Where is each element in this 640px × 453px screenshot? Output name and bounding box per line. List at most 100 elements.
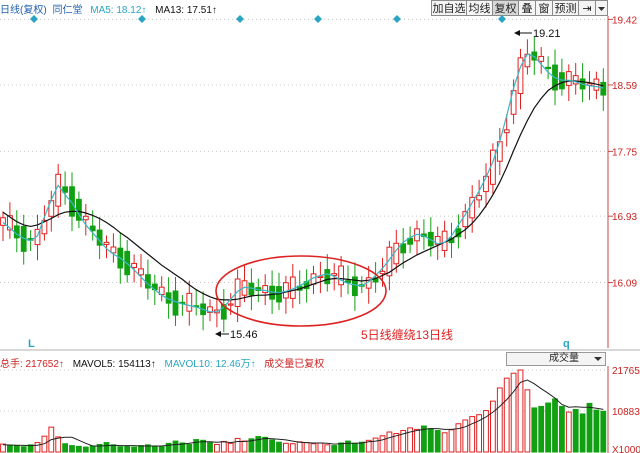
volume-bar bbox=[476, 414, 483, 453]
volume-bar bbox=[296, 441, 303, 453]
candle-body bbox=[55, 173, 62, 207]
volume-bar bbox=[27, 444, 34, 453]
candle-body bbox=[227, 303, 234, 306]
volume-bar bbox=[421, 425, 427, 453]
candle-body bbox=[572, 75, 579, 85]
candle-body bbox=[110, 246, 117, 254]
volume-bar bbox=[441, 432, 448, 453]
add-watchlist-button[interactable]: 加自选 bbox=[431, 0, 467, 16]
top-event-markers bbox=[30, 15, 506, 23]
moving-average-lines bbox=[2, 53, 604, 313]
right-edge-marker: q bbox=[563, 338, 570, 350]
volume-bar bbox=[165, 442, 172, 453]
volume-bar bbox=[434, 430, 441, 453]
chart-menu-dropdown[interactable] bbox=[595, 0, 608, 16]
volume-bar bbox=[372, 437, 379, 453]
candle-body bbox=[262, 285, 269, 294]
volume-bar bbox=[303, 442, 310, 453]
volume-tick-label: 10883 bbox=[612, 407, 640, 418]
window-button[interactable]: 窗 bbox=[535, 0, 553, 16]
volume-bar bbox=[62, 443, 69, 453]
candle-body bbox=[400, 243, 407, 254]
volume-bar bbox=[241, 440, 248, 453]
volume-bar bbox=[379, 435, 386, 453]
price-info-bar: 日线(复权) 同仁堂 MA5: 18.12↑ MA13: 17.51↑ bbox=[0, 1, 217, 16]
volume-bar bbox=[289, 443, 296, 453]
volume-bar bbox=[96, 443, 103, 453]
volume-bar bbox=[172, 440, 179, 453]
indicator-selector-value: 成交量 bbox=[549, 353, 579, 364]
candle-body bbox=[138, 268, 144, 276]
candle-body bbox=[220, 304, 227, 320]
volume-bar bbox=[82, 446, 89, 453]
volume-bar bbox=[55, 436, 62, 453]
chevron-down-icon bbox=[594, 357, 602, 361]
volume-bar bbox=[103, 442, 110, 453]
volume-bar bbox=[207, 442, 213, 453]
volume-tick-label: X1000 bbox=[612, 445, 640, 453]
event-marker-icon bbox=[236, 15, 244, 23]
ma5-line bbox=[2, 53, 604, 313]
high-arrow-icon bbox=[514, 30, 520, 36]
forecast-button[interactable]: 预测 bbox=[552, 0, 579, 16]
candle-body bbox=[372, 277, 379, 283]
ma13-line bbox=[2, 80, 604, 301]
volume-bar bbox=[248, 438, 255, 453]
volume-bar bbox=[276, 441, 282, 453]
candle-body bbox=[545, 66, 552, 70]
candle-body bbox=[386, 246, 393, 277]
volume-bar bbox=[469, 416, 476, 453]
candle-body bbox=[538, 55, 545, 62]
event-marker-icon bbox=[393, 15, 401, 23]
volume-bar bbox=[414, 428, 420, 453]
candle-body bbox=[324, 269, 331, 285]
candle-body bbox=[186, 292, 193, 312]
volume-bar bbox=[510, 372, 517, 453]
volume-info-bar: 总手: 217652↑ MAVOL5: 154113↑ MAVOL10: 12.… bbox=[0, 355, 324, 370]
volume-bar bbox=[234, 437, 241, 453]
candle-body bbox=[172, 290, 179, 316]
volume-bar bbox=[407, 427, 414, 453]
volume-bar bbox=[324, 444, 331, 453]
volume-bar bbox=[179, 442, 186, 453]
volume-bar bbox=[427, 428, 434, 453]
volume-bar bbox=[496, 387, 503, 453]
mavol10-legend: MAVOL10: 12.46万↑ bbox=[164, 359, 256, 370]
volume-bar bbox=[490, 400, 496, 453]
indicator-selector[interactable]: 成交量 bbox=[506, 352, 606, 366]
mavol5-legend: MAVOL5: 154113↑ bbox=[72, 359, 156, 370]
ma13-legend: MA13: 17.51↑ bbox=[155, 5, 217, 16]
volume-bar bbox=[227, 442, 234, 453]
volume-bar bbox=[193, 439, 200, 453]
low-price-label: 15.46 bbox=[230, 329, 258, 341]
candle-body bbox=[41, 220, 48, 235]
candle-body bbox=[379, 270, 386, 275]
candle-body bbox=[89, 225, 96, 232]
candle-body bbox=[352, 276, 358, 297]
price-tick-label: 16.93 bbox=[612, 212, 637, 223]
candle-body bbox=[503, 129, 510, 134]
volume-bar bbox=[538, 405, 545, 453]
volume-bar bbox=[358, 441, 365, 453]
volume-bar bbox=[393, 433, 400, 453]
volume-bar bbox=[0, 443, 6, 453]
volume-status: 成交量已复权 bbox=[264, 359, 325, 370]
candle-body bbox=[510, 90, 517, 115]
candle-body bbox=[234, 278, 241, 308]
candle-body bbox=[407, 237, 414, 245]
volume-bar bbox=[579, 413, 586, 453]
candle-body bbox=[317, 275, 324, 279]
high-price-label: 19.21 bbox=[533, 28, 561, 40]
volume-bar bbox=[269, 439, 276, 453]
chevron-down-icon bbox=[598, 7, 605, 11]
moving-average-button[interactable]: 均线 bbox=[466, 0, 493, 16]
volume-bar bbox=[13, 445, 20, 453]
candle-body bbox=[476, 195, 483, 201]
total-volume-label: 总手: 217652↑ bbox=[0, 359, 64, 370]
volume-bar bbox=[7, 444, 13, 453]
price-tick-label: 18.59 bbox=[612, 81, 637, 92]
volume-bar bbox=[559, 405, 565, 453]
volume-bar bbox=[76, 445, 82, 453]
ma-tangle-highlight bbox=[215, 255, 387, 327]
